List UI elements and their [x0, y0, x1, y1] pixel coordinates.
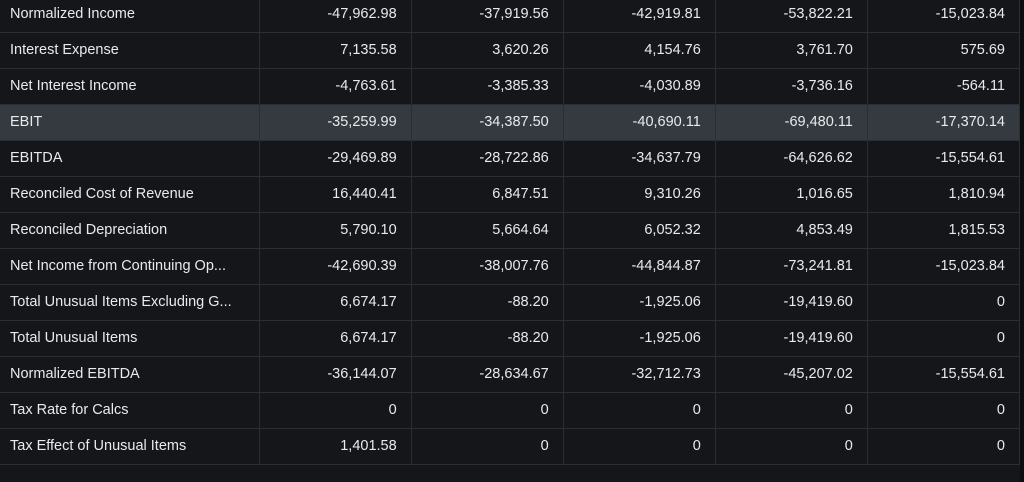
row-label: EBIT: [0, 104, 260, 141]
table-row[interactable]: Normalized EBITDA -36,144.07 -28,634.67 -32…: [0, 356, 1021, 393]
value-cell: -44,844.87: [563, 248, 716, 285]
value-cell: 5,664.64: [411, 212, 564, 249]
value-cell: 3,620.26: [411, 32, 564, 69]
value-cell: -1,925.06: [563, 284, 716, 321]
value-cell: 0: [563, 428, 716, 465]
value-cell: 7,135.58: [259, 32, 412, 69]
value-cell: -4,030.89: [563, 68, 716, 105]
value-cell: 0: [259, 392, 412, 429]
value-cell: 575.69: [867, 32, 1021, 69]
value-cell: -4,763.61: [259, 68, 412, 105]
financial-data-table: Normalized Income -47,962.98 -37,919.56 -42…: [0, 0, 1021, 465]
value-cell: 6,674.17: [259, 284, 412, 321]
value-cell: 4,154.76: [563, 32, 716, 69]
value-cell: -15,554.61: [867, 140, 1021, 177]
value-cell: -45,207.02: [715, 356, 868, 393]
value-cell: 6,674.17: [259, 320, 412, 357]
row-label: Normalized Income: [0, 0, 260, 33]
row-label: Normalized EBITDA: [0, 356, 260, 393]
value-cell: 6,847.51: [411, 176, 564, 213]
value-cell: -15,023.84: [867, 248, 1021, 285]
scroll-edge: [1020, 0, 1024, 482]
row-label: Net Interest Income: [0, 68, 260, 105]
table-row[interactable]: Normalized Income -47,962.98 -37,919.56 -42…: [0, 0, 1021, 33]
value-cell: 0: [715, 392, 868, 429]
value-cell: 16,440.41: [259, 176, 412, 213]
value-cell: 1,815.53: [867, 212, 1021, 249]
value-cell: 5,790.10: [259, 212, 412, 249]
table-row[interactable]: Net Income from Continuing Op... -42,690.…: [0, 248, 1021, 285]
row-label: Net Income from Continuing Op...: [0, 248, 260, 285]
row-label: Interest Expense: [0, 32, 260, 69]
value-cell: -28,722.86: [411, 140, 564, 177]
value-cell: -88.20: [411, 284, 564, 321]
row-label: Reconciled Cost of Revenue: [0, 176, 260, 213]
value-cell: -42,690.39: [259, 248, 412, 285]
value-cell: 1,810.94: [867, 176, 1021, 213]
row-label: Total Unusual Items Excluding G...: [0, 284, 260, 321]
table-row[interactable]: Reconciled Depreciation 5,790.10 5,664.64 6…: [0, 212, 1021, 249]
row-label: Tax Effect of Unusual Items: [0, 428, 260, 465]
value-cell: -17,370.14: [867, 104, 1021, 141]
value-cell: -34,637.79: [563, 140, 716, 177]
value-cell: -15,554.61: [867, 356, 1021, 393]
table-row[interactable]: Interest Expense 7,135.58 3,620.26 4,154.76…: [0, 32, 1021, 69]
value-cell: 4,853.49: [715, 212, 868, 249]
value-cell: -47,962.98: [259, 0, 412, 33]
value-cell: -35,259.99: [259, 104, 412, 141]
value-cell: -64,626.62: [715, 140, 868, 177]
value-cell: 1,016.65: [715, 176, 868, 213]
table-row[interactable]: EBIT -35,259.99 -34,387.50 -40,690.11 -69,48…: [0, 104, 1021, 141]
value-cell: -3,385.33: [411, 68, 564, 105]
value-cell: 0: [411, 392, 564, 429]
value-cell: 0: [867, 320, 1021, 357]
row-label: Tax Rate for Calcs: [0, 392, 260, 429]
table-row[interactable]: Reconciled Cost of Revenue 16,440.41 6,847…: [0, 176, 1021, 213]
value-cell: -37,919.56: [411, 0, 564, 33]
table-row[interactable]: Total Unusual Items 6,674.17 -88.20 -1,925.…: [0, 320, 1021, 357]
value-cell: 0: [563, 392, 716, 429]
value-cell: -564.11: [867, 68, 1021, 105]
value-cell: -73,241.81: [715, 248, 868, 285]
table-row[interactable]: Net Interest Income -4,763.61 -3,385.33 -4,…: [0, 68, 1021, 105]
value-cell: -34,387.50: [411, 104, 564, 141]
value-cell: -3,736.16: [715, 68, 868, 105]
value-cell: -42,919.81: [563, 0, 716, 33]
value-cell: -38,007.76: [411, 248, 564, 285]
value-cell: 0: [715, 428, 868, 465]
value-cell: -28,634.67: [411, 356, 564, 393]
value-cell: 6,052.32: [563, 212, 716, 249]
value-cell: 1,401.58: [259, 428, 412, 465]
value-cell: -53,822.21: [715, 0, 868, 33]
value-cell: -69,480.11: [715, 104, 868, 141]
value-cell: -32,712.73: [563, 356, 716, 393]
row-label: Reconciled Depreciation: [0, 212, 260, 249]
value-cell: -88.20: [411, 320, 564, 357]
row-label: Total Unusual Items: [0, 320, 260, 357]
table-row[interactable]: Tax Effect of Unusual Items 1,401.58 0 0 0 0: [0, 428, 1021, 465]
value-cell: 9,310.26: [563, 176, 716, 213]
value-cell: -1,925.06: [563, 320, 716, 357]
value-cell: 0: [411, 428, 564, 465]
table-body: Normalized Income -47,962.98 -37,919.56 -42…: [0, 0, 1021, 465]
table-row[interactable]: Total Unusual Items Excluding G... 6,674.…: [0, 284, 1021, 321]
financial-table-container: Normalized Income -47,962.98 -37,919.56 -42…: [0, 0, 1021, 465]
value-cell: -29,469.89: [259, 140, 412, 177]
value-cell: 0: [867, 428, 1021, 465]
value-cell: -15,023.84: [867, 0, 1021, 33]
row-label: EBITDA: [0, 140, 260, 177]
value-cell: -19,419.60: [715, 284, 868, 321]
table-row[interactable]: EBITDA -29,469.89 -28,722.86 -34,637.79 -64,…: [0, 140, 1021, 177]
table-row[interactable]: Tax Rate for Calcs 0 0 0 0 0: [0, 392, 1021, 429]
value-cell: -36,144.07: [259, 356, 412, 393]
value-cell: -40,690.11: [563, 104, 716, 141]
value-cell: -19,419.60: [715, 320, 868, 357]
value-cell: 0: [867, 284, 1021, 321]
value-cell: 0: [867, 392, 1021, 429]
value-cell: 3,761.70: [715, 32, 868, 69]
